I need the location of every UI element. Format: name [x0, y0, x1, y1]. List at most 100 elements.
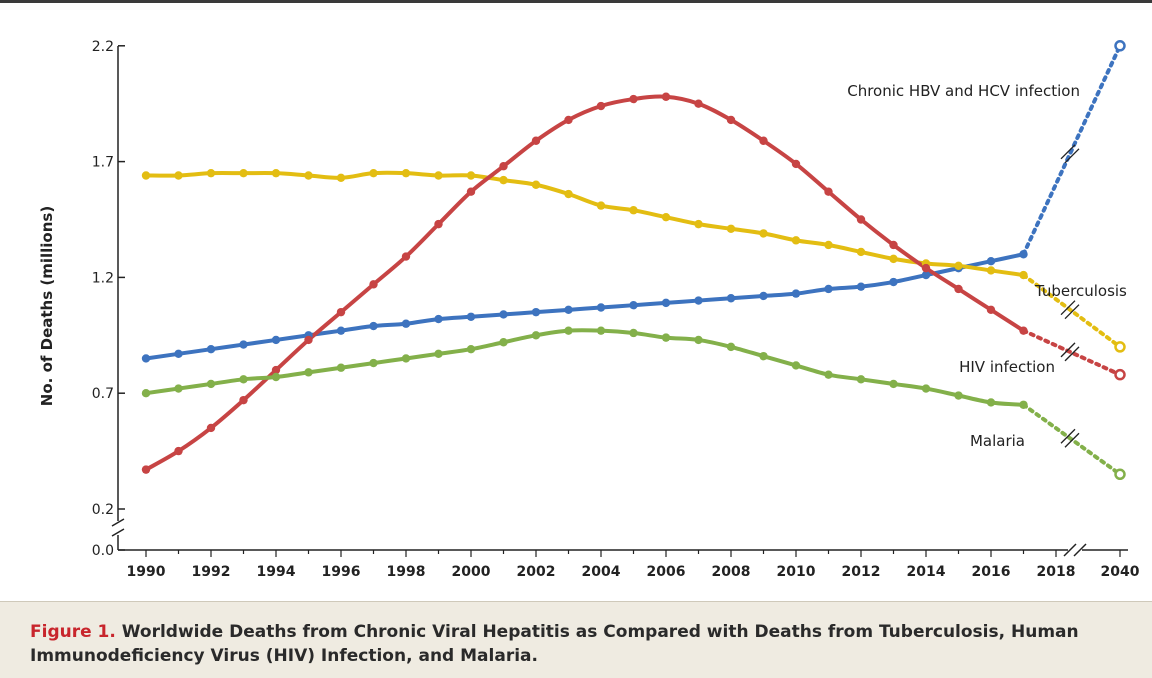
- data-point-tuberculosis: [434, 171, 443, 180]
- x-tick-label: 2004: [582, 564, 621, 580]
- data-point-malaria: [824, 370, 833, 379]
- data-point-hiv-infection: [856, 215, 866, 224]
- data-point-hiv-infection: [564, 115, 573, 125]
- data-point-malaria: [239, 375, 248, 384]
- data-point-malaria: [986, 398, 996, 407]
- data-point-hiv-infection: [239, 395, 248, 405]
- projection-break-mark: [1064, 304, 1080, 320]
- figure-caption: Figure 1. Worldwide Deaths from Chronic …: [0, 601, 1152, 678]
- data-point-hiv-infection: [141, 465, 151, 474]
- data-point-hiv-infection: [921, 263, 931, 273]
- projection-line-malaria: [1021, 402, 1122, 477]
- y-tick-label: 0.7: [92, 386, 114, 402]
- x-tick-label: 2012: [842, 564, 881, 580]
- x-tick-label: 1994: [257, 564, 296, 580]
- data-point-hiv-infection: [759, 136, 768, 145]
- data-point-chronic-hbv-and-hcv-infection: [889, 277, 898, 287]
- data-point-tuberculosis: [499, 175, 508, 185]
- data-point-malaria: [1019, 400, 1028, 409]
- data-point-hiv-infection: [954, 284, 963, 294]
- x-tick-label: 2002: [517, 564, 556, 580]
- y-axis-break-mark: [111, 528, 125, 537]
- x-tick-label: 2008: [712, 564, 751, 580]
- data-point-chronic-hbv-and-hcv-infection: [596, 303, 606, 312]
- figure-caption-label: Figure 1.: [30, 622, 116, 642]
- data-point-chronic-hbv-and-hcv-infection: [791, 289, 801, 298]
- data-point-chronic-hbv-and-hcv-infection: [564, 305, 573, 315]
- data-point-hiv-infection: [401, 252, 411, 261]
- data-point-malaria: [889, 379, 898, 389]
- data-point-chronic-hbv-and-hcv-infection: [661, 298, 671, 308]
- x-tick-label: 2040: [1101, 564, 1140, 580]
- projection-point-tuberculosis: [1114, 341, 1126, 353]
- data-point-hiv-infection: [791, 159, 801, 169]
- data-point-chronic-hbv-and-hcv-infection: [401, 319, 411, 328]
- data-point-tuberculosis: [141, 171, 151, 180]
- data-point-tuberculosis: [271, 168, 281, 178]
- x-tick-label: 1996: [322, 564, 361, 580]
- data-point-chronic-hbv-and-hcv-infection: [206, 344, 216, 354]
- x-tick-label: 2006: [647, 564, 686, 580]
- x-axis-break-mark: [1073, 543, 1087, 557]
- data-point-tuberculosis: [661, 212, 671, 222]
- projection-point-chronic-hbv-and-hcv-infection: [1114, 40, 1126, 52]
- data-point-tuberculosis: [759, 229, 768, 238]
- projection-point-hiv-infection: [1114, 368, 1126, 381]
- data-point-hiv-infection: [434, 219, 443, 229]
- data-point-malaria: [661, 333, 671, 342]
- data-point-hiv-infection: [629, 94, 638, 104]
- data-point-hiv-infection: [271, 365, 281, 375]
- data-point-chronic-hbv-and-hcv-infection: [921, 270, 931, 280]
- data-point-malaria: [694, 335, 703, 345]
- data-point-malaria: [564, 326, 573, 335]
- y-tick-label: 0.0: [92, 543, 114, 559]
- data-point-tuberculosis: [596, 201, 606, 210]
- data-point-chronic-hbv-and-hcv-infection: [531, 307, 541, 317]
- x-tick-label: 1992: [192, 564, 231, 580]
- y-tick-label: 0.2: [92, 502, 114, 518]
- projection-break-mark: [1064, 148, 1080, 164]
- x-tick-label: 2000: [452, 564, 491, 580]
- data-point-tuberculosis: [466, 171, 476, 180]
- data-point-tuberculosis: [369, 168, 378, 178]
- data-point-chronic-hbv-and-hcv-infection: [759, 291, 768, 301]
- data-point-tuberculosis: [726, 224, 736, 233]
- data-point-malaria: [531, 331, 541, 340]
- y-axis-title: No. of Deaths (millions): [38, 206, 56, 406]
- data-point-tuberculosis: [824, 240, 833, 250]
- data-point-chronic-hbv-and-hcv-infection: [336, 326, 346, 335]
- data-point-tuberculosis: [336, 173, 346, 183]
- data-point-malaria: [856, 375, 866, 384]
- data-point-hiv-infection: [369, 280, 378, 289]
- x-tick-label: 1998: [387, 564, 426, 580]
- data-point-hiv-infection: [1019, 326, 1028, 335]
- series-lines: [144, 43, 1122, 477]
- data-point-chronic-hbv-and-hcv-infection: [271, 335, 281, 345]
- data-point-malaria: [759, 351, 768, 361]
- data-point-hiv-infection: [466, 187, 476, 196]
- x-tick-label: 2016: [972, 564, 1011, 580]
- data-point-tuberculosis: [791, 236, 801, 245]
- data-point-chronic-hbv-and-hcv-infection: [694, 296, 703, 305]
- data-point-tuberculosis: [986, 266, 996, 275]
- data-point-malaria: [206, 379, 216, 389]
- data-point-malaria: [954, 391, 963, 400]
- y-tick-label: 1.2: [92, 270, 114, 286]
- series-label-malaria: Malaria: [970, 432, 1025, 450]
- data-point-hiv-infection: [206, 423, 216, 433]
- projection-break-mark: [1060, 342, 1076, 358]
- data-point-malaria: [629, 328, 638, 338]
- projection-point-malaria: [1114, 468, 1126, 481]
- series-line-chronic-hbv-and-hcv-infection: [144, 252, 1026, 361]
- data-point-tuberculosis: [239, 168, 248, 178]
- y-tick-label: 1.7: [92, 155, 114, 171]
- data-point-chronic-hbv-and-hcv-infection: [629, 300, 638, 310]
- data-point-tuberculosis: [694, 219, 703, 229]
- data-point-chronic-hbv-and-hcv-infection: [726, 294, 736, 303]
- chart-axes: 0.0 0.2 0.7 1.2 1.7 2.2 1990 1992 1994 1996 1998 20…: [92, 39, 1140, 580]
- data-point-tuberculosis: [174, 171, 183, 180]
- data-point-hiv-infection: [824, 187, 833, 196]
- data-point-malaria: [499, 338, 508, 347]
- series-label-tuberculosis: Tuberculosis: [1034, 282, 1127, 300]
